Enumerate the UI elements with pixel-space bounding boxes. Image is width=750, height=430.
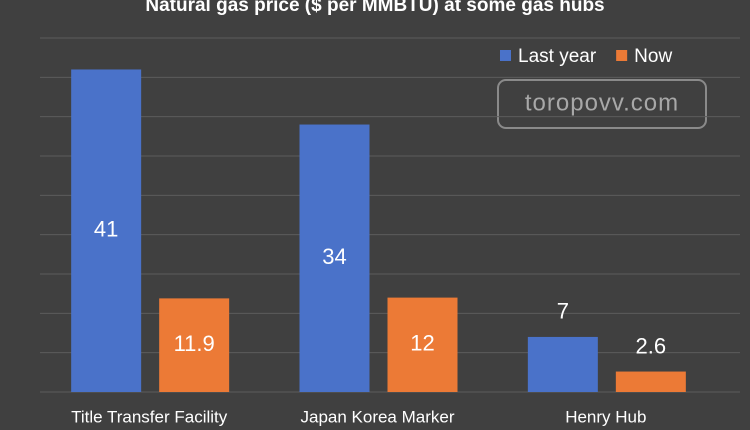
watermark-box — [497, 79, 707, 129]
x-tick-label: Henry Hub — [565, 407, 646, 426]
data-label: 34 — [322, 244, 346, 269]
bar — [159, 298, 230, 392]
x-tick-label: Japan Korea Marker — [300, 407, 454, 426]
bar — [387, 297, 458, 392]
data-label: 7 — [557, 299, 569, 324]
x-tick-label: Title Transfer Facility — [71, 407, 228, 426]
legend-swatch — [500, 50, 511, 61]
legend-label: Last year — [518, 46, 597, 67]
bar — [615, 371, 686, 392]
data-label: 2.6 — [636, 333, 667, 358]
data-label: 12 — [410, 331, 434, 356]
legend-label: Now — [634, 46, 672, 67]
chart-title: Natural gas price ($ per MMBTU) at some … — [145, 0, 604, 16]
watermark: toropovv.com — [525, 89, 679, 116]
data-label: 41 — [94, 217, 118, 242]
legend-swatch — [616, 50, 628, 61]
bar — [527, 336, 598, 392]
data-label: 11.9 — [174, 331, 215, 356]
bar — [299, 124, 370, 393]
bar — [71, 69, 142, 392]
